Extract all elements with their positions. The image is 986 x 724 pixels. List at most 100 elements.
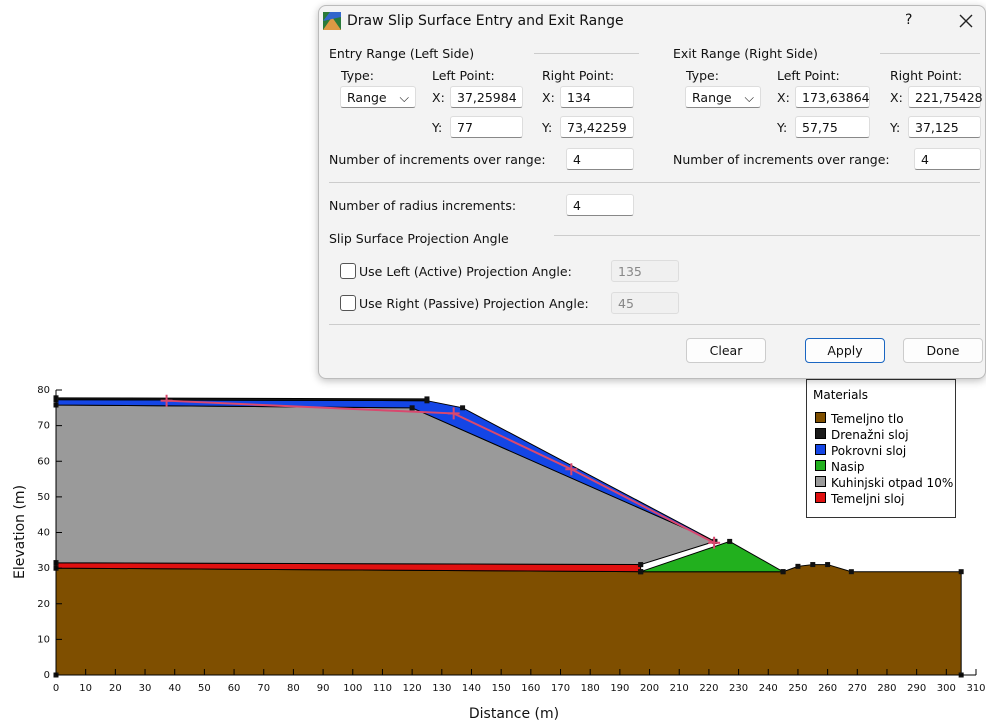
x-tick-label: 210	[670, 683, 689, 694]
material-region	[640, 540, 785, 573]
y-tick-label: 40	[37, 528, 50, 539]
label: Number of radius increments:	[329, 198, 517, 213]
close-button[interactable]	[959, 14, 973, 28]
y-tick-label: 20	[37, 599, 50, 610]
legend-label: Kuhinjski otpad 10%	[831, 476, 954, 490]
x-tick-label: 270	[848, 683, 867, 694]
vertex	[727, 538, 733, 544]
app-icon	[323, 12, 341, 30]
label: Y:	[777, 120, 788, 135]
x-tick-label: 130	[432, 683, 451, 694]
x-tick-label: 190	[610, 683, 629, 694]
clear-button[interactable]: Clear	[686, 338, 766, 363]
section-heading: Entry Range (Left Side)	[329, 46, 475, 61]
x-tick-label: 220	[699, 683, 718, 694]
y-tick-label: 30	[37, 563, 50, 574]
text-field[interactable]: 221,75428	[908, 86, 983, 108]
x-tick-label: 60	[228, 683, 241, 694]
text-field[interactable]: 77	[450, 116, 523, 138]
text-field[interactable]: 4	[566, 194, 634, 216]
x-tick-label: 70	[257, 683, 270, 694]
label: Y:	[432, 120, 443, 135]
x-tick-label: 180	[581, 683, 600, 694]
legend-label: Temeljno tlo	[831, 412, 904, 426]
label: Left Point:	[432, 68, 495, 83]
text-field[interactable]: 73,42259	[560, 116, 634, 138]
text-field[interactable]: 57,75	[795, 116, 870, 138]
label: Y:	[890, 120, 901, 135]
checkbox[interactable]	[340, 295, 356, 311]
legend-swatch	[815, 460, 826, 471]
x-tick-label: 290	[907, 683, 926, 694]
legend-label: Drenažni sloj	[831, 428, 909, 442]
slip-range-line	[166, 399, 715, 544]
legend-item: Temeljno tlo	[807, 412, 955, 426]
vertex	[460, 405, 466, 411]
x-tick-label: 150	[492, 683, 511, 694]
slip-range-marker	[565, 463, 578, 476]
text-field[interactable]: 4	[566, 148, 634, 170]
x-tick-label: 280	[877, 683, 896, 694]
slip-range-marker	[708, 536, 721, 549]
material-region	[55, 404, 717, 566]
label: X:	[890, 90, 903, 105]
material-region	[55, 397, 428, 402]
x-tick-label: 260	[818, 683, 837, 694]
x-tick-label: 40	[168, 683, 181, 694]
x-tick-label: 300	[937, 683, 956, 694]
x-tick-label: 0	[53, 683, 59, 694]
type-dropdown[interactable]: Range ⌵	[685, 86, 761, 108]
x-tick-label: 200	[640, 683, 659, 694]
y-tick-label: 80	[37, 385, 50, 396]
help-button[interactable]: ?	[905, 12, 913, 28]
x-tick-label: 310	[966, 683, 985, 694]
x-tick-label: 250	[788, 683, 807, 694]
legend-swatch	[815, 428, 826, 439]
y-tick-label: 50	[37, 492, 50, 503]
x-tick-label: 140	[462, 683, 481, 694]
legend-swatch	[815, 492, 826, 503]
vertex	[424, 396, 430, 402]
type-dropdown[interactable]: Range ⌵	[340, 86, 416, 108]
vertex	[638, 569, 644, 575]
x-tick-label: 170	[551, 683, 570, 694]
text-field[interactable]: 173,63864	[795, 86, 870, 108]
vertex	[795, 563, 801, 569]
x-tick-label: 230	[729, 683, 748, 694]
x-tick-label: 50	[198, 683, 211, 694]
x-tick-label: 110	[373, 683, 392, 694]
label: Type:	[686, 68, 719, 83]
label: Use Right (Passive) Projection Angle:	[359, 296, 589, 311]
label: Number of increments over range:	[329, 152, 546, 167]
text-field[interactable]: 37,125	[908, 116, 981, 138]
done-button[interactable]: Done	[903, 338, 983, 363]
text-field[interactable]: 37,25984	[450, 86, 523, 108]
legend-item: Temeljni sloj	[807, 492, 955, 506]
vertex	[638, 562, 644, 568]
text-field[interactable]: 134	[560, 86, 634, 108]
checkbox[interactable]	[340, 263, 356, 279]
apply-button[interactable]: Apply	[805, 338, 885, 363]
label: Right Point:	[542, 68, 615, 83]
slip-range-marker	[160, 394, 173, 407]
label: Right Point:	[890, 68, 963, 83]
vertex	[810, 562, 816, 568]
vertex	[780, 569, 786, 575]
legend-label: Pokrovni sloj	[831, 444, 907, 458]
y-tick-label: 60	[37, 456, 50, 467]
x-tick-label: 100	[343, 683, 362, 694]
text-field[interactable]: 4	[914, 148, 981, 170]
x-tick-label: 90	[317, 683, 330, 694]
dialog: Draw Slip Surface Entry and Exit Range ?…	[318, 5, 986, 379]
x-tick-label: 120	[403, 683, 422, 694]
x-axis-label: Distance (m)	[469, 706, 559, 722]
label: X:	[542, 90, 555, 105]
slip-range-marker	[447, 407, 460, 420]
x-tick-label: 240	[759, 683, 778, 694]
legend-item: Nasip	[807, 460, 955, 474]
legend-swatch	[815, 412, 826, 423]
legend-label: Nasip	[831, 460, 865, 474]
x-tick-label: 10	[79, 683, 92, 694]
